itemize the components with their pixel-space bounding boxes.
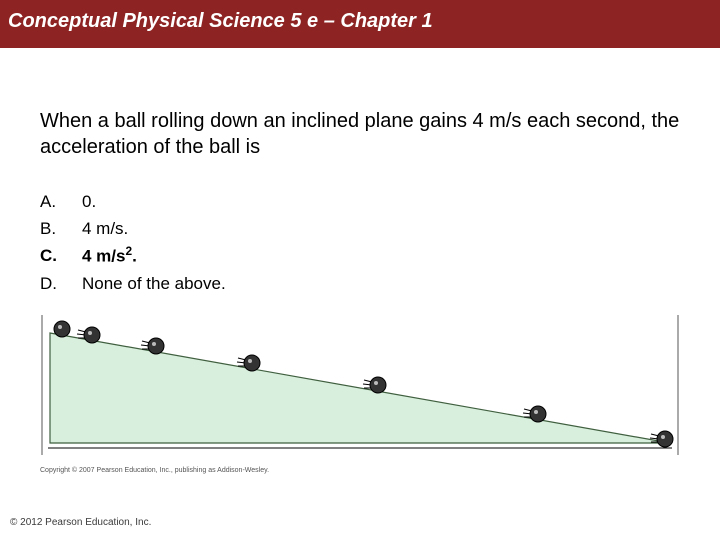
option-row: D.None of the above. — [40, 270, 226, 297]
option-row: A.0. — [40, 188, 226, 215]
slide-content: When a ball rolling down an inclined pla… — [0, 48, 720, 297]
option-text: 4 m/s. — [82, 215, 226, 242]
option-row: C.4 m/s2. — [40, 242, 226, 270]
question-text: When a ball rolling down an inclined pla… — [40, 108, 680, 160]
option-letter: D. — [40, 270, 82, 297]
slide-header: Conceptual Physical Science 5 e – Chapte… — [0, 0, 720, 48]
incline-svg — [40, 315, 680, 455]
option-text: None of the above. — [82, 270, 226, 297]
option-row: B.4 m/s. — [40, 215, 226, 242]
incline-diagram — [40, 315, 680, 465]
options-list: A.0.B.4 m/s.C.4 m/s2.D.None of the above… — [40, 188, 226, 297]
option-letter: C. — [40, 242, 82, 270]
option-letter: A. — [40, 188, 82, 215]
option-text: 4 m/s2. — [82, 242, 226, 270]
option-text: 0. — [82, 188, 226, 215]
slide-title: Conceptual Physical Science 5 e – Chapte… — [8, 10, 433, 32]
copyright-footer: © 2012 Pearson Education, Inc. — [10, 517, 151, 528]
diagram-caption: Copyright © 2007 Pearson Education, Inc.… — [40, 467, 680, 474]
option-letter: B. — [40, 215, 82, 242]
diagram-container: Copyright © 2007 Pearson Education, Inc.… — [0, 315, 720, 474]
